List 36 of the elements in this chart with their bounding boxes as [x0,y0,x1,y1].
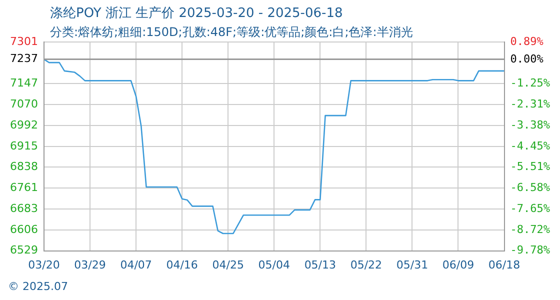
y2-tick-label: -3.38% [510,118,550,132]
x-tick-label: 05/13 [304,258,336,272]
y-tick-label: 7070 [10,97,38,110]
y-tick-label: 6529 [10,244,38,257]
y2-tick-label: -5.51% [510,160,550,174]
y-tick-label: 6838 [10,160,38,174]
text: © 2025.07 [8,280,68,293]
y2-tick-label: -6.58% [510,181,550,194]
x-tick-label: 04/16 [166,258,198,272]
chart-title: 涤纶POY 浙江 生产价 2025-03-20 - 2025-06-18 [50,5,343,22]
y-tick-label: 6761 [10,180,38,194]
y-tick-label: 6606 [10,222,38,236]
y2-tick-label: -2.31% [510,97,550,110]
x-tick-label: 05/04 [258,258,290,272]
y2-tick-label: -9.78% [510,244,550,257]
y2-tick-label: -4.45% [510,139,550,152]
y2-tick-label: -8.72% [510,222,550,236]
y-tick-label: 7301 [10,34,38,48]
y-tick-label: 6683 [10,202,38,216]
x-tick-label: 06/18 [488,258,520,272]
y-tick-label: 7147 [10,76,38,90]
chart-subtitle: 分类:熔体纺;粗细:150D;孔数:48F;等级:优等品;颜色:白;色泽:半消光 [50,24,413,41]
x-tick-label: 04/07 [120,258,152,272]
y2-tick-label: 0.89% [510,34,544,48]
y2-tick-label: -1.25% [510,76,550,90]
x-tick-label: 05/31 [396,258,428,272]
y-tick-label: 6992 [10,118,38,132]
x-tick-label: 04/25 [212,258,244,272]
x-tick-label: 06/09 [442,258,474,272]
y-tick-label: 6915 [10,139,38,152]
y2-tick-label: -7.65% [510,202,550,215]
x-tick-label: 03/29 [74,258,106,272]
y-tick-label: 7237 [10,52,38,66]
x-tick-label: 03/20 [28,258,60,272]
y2-tick-label: 0.00% [510,52,544,66]
x-tick-label: 05/22 [350,258,382,272]
